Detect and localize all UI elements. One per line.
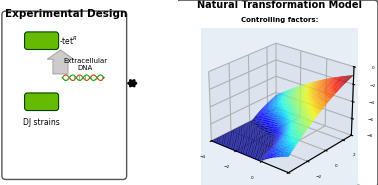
Y-axis label: Log(D₀*): Log(D₀*): [340, 183, 363, 185]
Text: DJ strains: DJ strains: [23, 118, 60, 127]
Text: Extracellular
DNA: Extracellular DNA: [63, 58, 107, 71]
Text: Time (t*); Tetracycline resistance gene (D₀*): Time (t*); Tetracycline resistance gene …: [206, 30, 353, 36]
FancyBboxPatch shape: [25, 93, 59, 111]
Polygon shape: [47, 50, 74, 74]
Text: -tet$^R$: -tet$^R$: [59, 34, 77, 47]
Text: Natural Transformation Model: Natural Transformation Model: [197, 0, 362, 10]
Text: Experimental Design: Experimental Design: [5, 9, 127, 19]
FancyBboxPatch shape: [2, 11, 127, 179]
Text: Controlling factors:: Controlling factors:: [241, 17, 318, 23]
FancyBboxPatch shape: [25, 32, 59, 50]
